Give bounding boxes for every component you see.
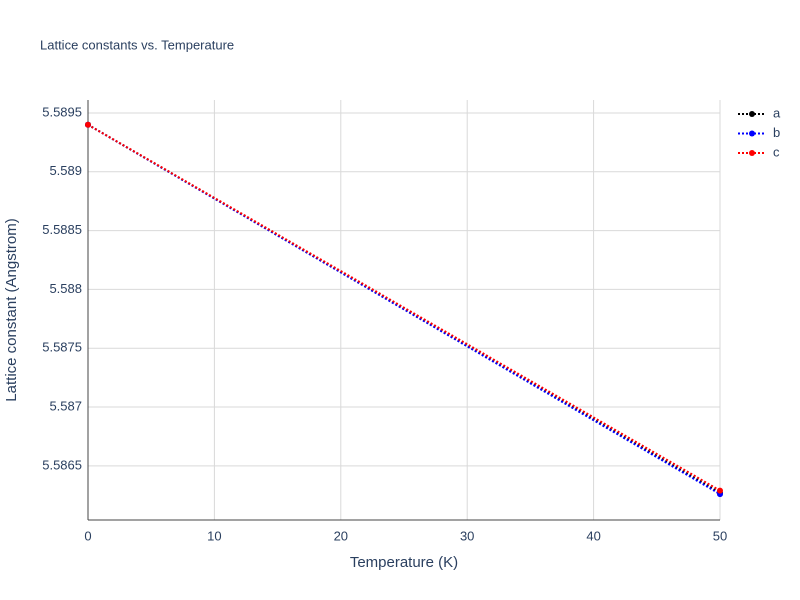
x-axis-title: Temperature (K) [350,554,458,571]
legend-label: b [773,125,780,140]
legend-label: a [773,105,781,120]
series-line [87,123,721,492]
point [85,121,91,128]
y-tick-label: 5.5895 [42,104,82,119]
x-tick-label: 30 [460,528,474,543]
x-tick-label: 50 [713,528,727,543]
x-tick-label: 10 [207,528,221,543]
legend-marker [749,111,755,117]
x-tick-label: 20 [334,528,348,543]
y-tick-label: 5.5875 [42,340,82,355]
y-tick-label: 5.587 [49,398,82,413]
x-tick-label: 0 [84,528,91,543]
legend-marker [749,150,755,156]
y-axis-title: Lattice constant (Angstrom) [3,218,20,401]
chart-title: Lattice constants vs. Temperature [40,37,234,52]
x-tick-label: 40 [586,528,600,543]
y-tick-label: 5.5865 [42,457,82,472]
y-tick-label: 5.5885 [42,222,82,237]
y-tick-label: 5.589 [49,163,82,178]
point [717,487,723,494]
legend-label: c [773,144,780,159]
legend-marker [749,130,755,137]
y-tick-label: 5.588 [49,281,82,296]
